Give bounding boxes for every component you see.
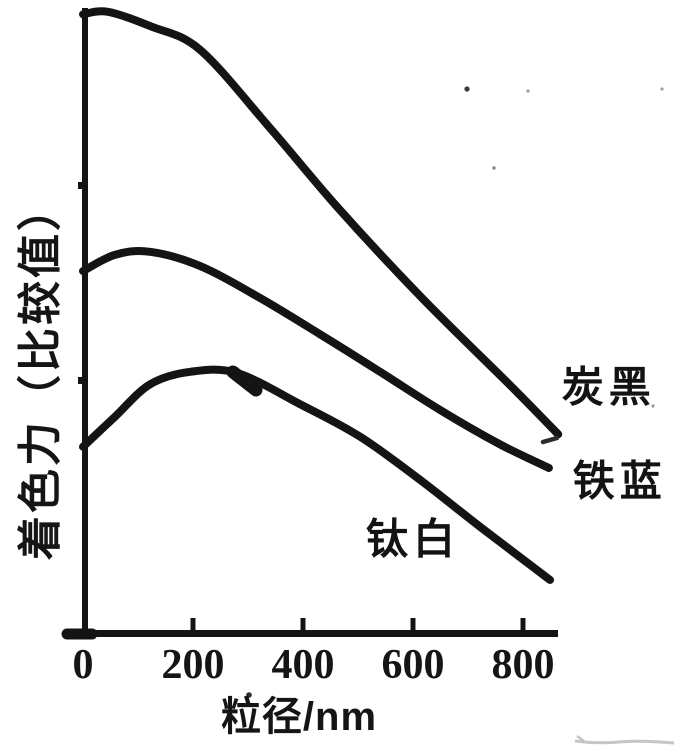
scan-speck bbox=[651, 404, 655, 408]
scan-speck bbox=[246, 692, 252, 698]
data-curves bbox=[79, 7, 563, 584]
x-tick-label-800: 800 bbox=[491, 642, 555, 688]
x-tick-label-200: 200 bbox=[161, 642, 225, 688]
scan-speck bbox=[492, 166, 496, 170]
x-tick-label-400: 400 bbox=[271, 642, 335, 688]
series-label-titanium-white: 钛白 bbox=[365, 515, 461, 563]
y-axis-nub bbox=[78, 182, 83, 189]
series-label-carbon-black: 炭黑 bbox=[561, 363, 656, 411]
curve-titanium-white bbox=[79, 365, 554, 584]
x-tick-label-0: 0 bbox=[72, 642, 94, 688]
titanium-peak-ink-blot bbox=[226, 365, 263, 397]
scan-speck bbox=[660, 87, 664, 91]
bottom-right-smudge bbox=[574, 739, 674, 745]
carbon-end-stray-dash bbox=[540, 435, 560, 445]
x-tick-label-600: 600 bbox=[381, 642, 445, 688]
scan-speck bbox=[464, 86, 470, 92]
y-axis-nub bbox=[78, 377, 83, 384]
x-axis-label: 粒径/nm bbox=[220, 695, 378, 739]
scan-artifacts bbox=[226, 86, 674, 745]
series-label-iron-blue: 铁蓝 bbox=[572, 457, 667, 505]
scan-speck bbox=[526, 89, 530, 93]
curve-carbon-black bbox=[79, 7, 563, 439]
x-axis-ticks bbox=[190, 618, 526, 632]
bottom-right-smudge-mark bbox=[576, 735, 585, 742]
y-axis-label: 着色力（比较值） bbox=[16, 184, 65, 560]
curve-iron-blue bbox=[79, 247, 553, 472]
axes bbox=[61, 8, 558, 640]
